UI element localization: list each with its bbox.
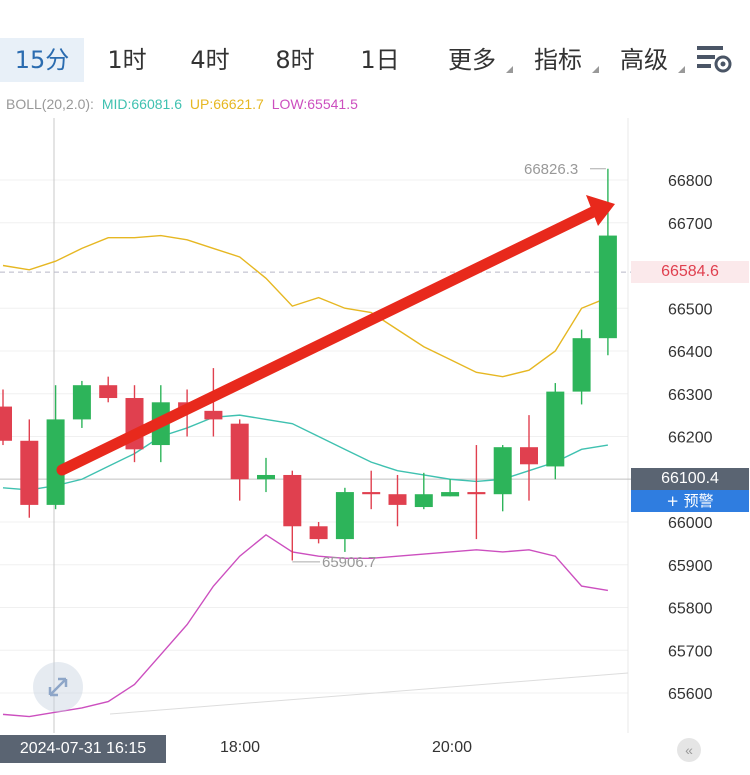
candle-body[interactable] xyxy=(598,235,617,339)
boll-lower-band xyxy=(2,533,609,718)
crosshair-time-label: 2024-07-31 16:15 xyxy=(0,735,166,763)
trend-line xyxy=(109,672,629,715)
y-tick-label: 66500 xyxy=(668,301,713,318)
tab-timeframe[interactable]: 15分 xyxy=(0,38,84,82)
candle-body[interactable] xyxy=(283,474,302,527)
candle-body[interactable] xyxy=(441,492,460,497)
timeframe-toolbar: 15分 1时 4时 8时 1日 更多 指标 高级 xyxy=(0,0,750,95)
crosshair-price-tag: 66100.4 xyxy=(631,468,749,490)
dropdown-caret-icon xyxy=(678,66,685,73)
candle-body[interactable] xyxy=(230,423,249,480)
boll-mid-value: MID:66081.6 xyxy=(101,96,182,112)
tab-timeframe[interactable]: 1时 xyxy=(107,46,147,74)
candle-body[interactable] xyxy=(257,474,275,480)
candle-body[interactable] xyxy=(520,447,538,465)
chart-settings-icon[interactable] xyxy=(695,44,735,76)
y-tick-label: 65700 xyxy=(668,643,713,660)
y-tick-label: 66200 xyxy=(668,430,713,447)
boll-indicator-legend: BOLL(20,2.0): MID:66081.6 UP:66621.7 LOW… xyxy=(6,96,362,112)
boll-upper-band xyxy=(2,234,609,378)
candlestick-chart[interactable]: 66800 66700 66500 66400 66300 66200 66000 65900… xyxy=(0,118,750,733)
tab-timeframe[interactable]: 更多 xyxy=(448,46,496,74)
tab-timeframe[interactable]: 高级 xyxy=(620,46,668,74)
tab-timeframe[interactable]: 8时 xyxy=(275,46,315,74)
candle-body[interactable] xyxy=(309,526,328,540)
y-tick-label: 66300 xyxy=(668,387,713,404)
candle-body[interactable] xyxy=(99,385,118,399)
y-tick-label: 66400 xyxy=(668,344,713,361)
time-axis: 2024-07-31 16:15 18:00 20:00 xyxy=(0,735,750,765)
candle-body[interactable] xyxy=(0,406,12,441)
time-tick-label: 20:00 xyxy=(432,739,473,756)
candle-body[interactable] xyxy=(493,447,512,495)
tab-timeframe[interactable]: 1日 xyxy=(360,46,400,74)
candle-body[interactable] xyxy=(20,440,39,505)
expand-arrows-icon xyxy=(48,677,68,697)
candle-body[interactable] xyxy=(467,492,486,495)
y-tick-label: 66800 xyxy=(668,173,713,190)
candle-body[interactable] xyxy=(362,492,381,495)
candle-body[interactable] xyxy=(72,385,91,420)
zoom-toggle-button[interactable] xyxy=(33,662,83,712)
dropdown-caret-icon xyxy=(592,66,599,73)
candle-body[interactable] xyxy=(335,492,354,540)
candle-body[interactable] xyxy=(46,419,65,505)
boll-up-value: UP:66621.7 xyxy=(189,96,264,112)
candle-body[interactable] xyxy=(414,494,433,508)
trend-arrow-head xyxy=(586,195,615,226)
tab-timeframe[interactable]: 4时 xyxy=(190,46,230,74)
trend-arrow-shaft xyxy=(56,204,603,476)
y-tick-label: 66000 xyxy=(668,515,713,532)
boll-low-value: LOW:65541.5 xyxy=(271,96,358,112)
max-price-label: 66826.3 xyxy=(524,161,578,178)
tab-timeframe[interactable]: 指标 xyxy=(534,46,582,74)
candle-body[interactable] xyxy=(204,410,223,420)
candle-body[interactable] xyxy=(572,338,591,392)
price-alert-button[interactable]: + 预警 xyxy=(631,490,749,512)
y-tick-label: 65800 xyxy=(668,601,713,618)
y-tick-label: 66700 xyxy=(668,216,713,233)
boll-name: BOLL(20,2.0): xyxy=(6,96,94,112)
dropdown-caret-icon xyxy=(506,66,513,73)
candle-body[interactable] xyxy=(388,494,407,505)
collapse-icon[interactable]: « xyxy=(677,738,701,762)
current-price-tag: 66584.6 xyxy=(631,261,749,283)
candle-body[interactable] xyxy=(546,391,565,467)
time-tick-label: 18:00 xyxy=(220,739,261,756)
y-tick-label: 65600 xyxy=(668,686,713,703)
y-tick-label: 65900 xyxy=(668,558,713,575)
min-price-label: 65906.7 xyxy=(322,554,376,571)
